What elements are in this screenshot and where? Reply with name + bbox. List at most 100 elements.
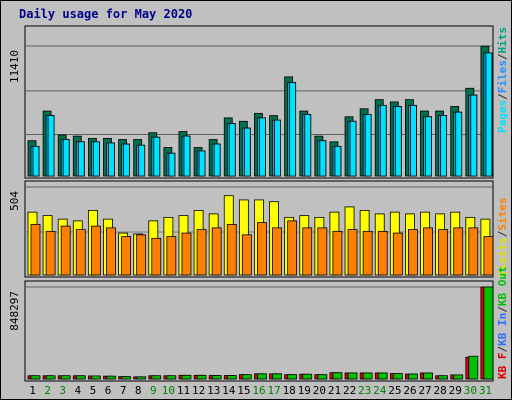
x-tick-label: 17 <box>267 384 280 397</box>
kbout-bar <box>392 373 403 380</box>
kbout-bar <box>241 374 252 380</box>
sites-bar <box>468 227 479 276</box>
x-tick-label: 14 <box>222 384 236 397</box>
pages-bar <box>183 135 191 177</box>
kbout-bar <box>317 374 328 380</box>
sites-bar <box>438 229 449 276</box>
x-tick-label: 24 <box>373 384 387 397</box>
sites-bar <box>272 227 282 276</box>
x-tick-label: 23 <box>358 384 371 397</box>
legend-item: Files <box>496 60 509 93</box>
y-max-label: 11410 <box>8 50 21 83</box>
sites-bar <box>392 232 403 276</box>
x-tick-label: 12 <box>192 384 205 397</box>
x-tick-label: 19 <box>298 384 311 397</box>
x-tick-label: 31 <box>479 384 492 397</box>
x-tick-label: 5 <box>90 384 97 397</box>
pages-bar <box>32 145 40 177</box>
kbout-bar <box>90 375 101 380</box>
sites-bar <box>483 236 494 276</box>
kbout-bar <box>453 374 464 380</box>
kbout-bar <box>136 376 147 380</box>
sites-bar <box>211 227 222 276</box>
pages-bar <box>455 111 463 177</box>
pages-bar <box>198 150 206 177</box>
kbout-bar <box>30 375 41 380</box>
pages-bar <box>470 94 478 177</box>
kbout-bar <box>226 375 237 380</box>
sites-bar <box>347 229 358 276</box>
x-tick-label: 25 <box>388 384 401 397</box>
sites-bar <box>287 220 298 276</box>
pages-bar <box>319 140 327 177</box>
kbout-bar <box>181 374 192 380</box>
pages-bar <box>228 123 236 177</box>
x-tick-label: 2 <box>44 384 51 397</box>
sites-bar <box>196 229 207 276</box>
legend-item: Pages <box>496 100 509 133</box>
pages-bar <box>92 141 100 177</box>
sites-bar <box>151 237 162 276</box>
sites-bar <box>226 223 237 276</box>
kbout-bar <box>106 375 116 380</box>
pages-bar <box>425 116 432 177</box>
sites-bar <box>106 227 116 276</box>
x-tick-label: 29 <box>449 384 462 397</box>
x-tick-label: 13 <box>207 384 220 397</box>
pages-bar <box>364 114 372 177</box>
pages-bar <box>77 141 85 177</box>
x-tick-label: 11 <box>177 384 190 397</box>
pages-bar <box>410 104 417 177</box>
x-tick-label: 1 <box>29 384 36 397</box>
x-tick-label: 10 <box>162 384 175 397</box>
chart-title: Daily usage for May 2020 <box>19 7 193 21</box>
kbout-bar <box>196 374 207 380</box>
legend-mid: Visits/Sites <box>496 198 509 278</box>
pages-bar <box>394 106 402 177</box>
sites-bar <box>332 230 343 276</box>
x-tick-label: 8 <box>135 384 142 397</box>
pages-bar <box>334 145 342 177</box>
x-tick-label: 26 <box>403 384 416 397</box>
pages-bar <box>168 152 176 177</box>
legend-item: / <box>496 93 509 100</box>
sites-bar <box>30 223 41 276</box>
x-tick-label: 4 <box>75 384 82 397</box>
pages-bar <box>304 114 312 177</box>
legend-item: Visits <box>496 237 509 277</box>
pages-bar <box>485 52 493 177</box>
kbout-bar <box>272 373 282 380</box>
sites-bar <box>302 227 313 276</box>
x-tick-label: 7 <box>120 384 127 397</box>
x-tick-label: 20 <box>313 384 326 397</box>
kbout-bar <box>257 373 267 380</box>
kbout-bar <box>211 375 222 380</box>
pages-bar <box>62 139 70 177</box>
kbout-bar <box>151 375 162 380</box>
pages-bar <box>259 117 266 177</box>
x-tick-label: 16 <box>252 384 265 397</box>
pages-bar <box>274 119 281 177</box>
sites-bar <box>317 227 328 276</box>
x-tick-label: 28 <box>434 384 447 397</box>
sites-bar <box>241 234 252 276</box>
kbout-bar <box>438 375 449 380</box>
kbout-bar <box>302 373 313 380</box>
pages-bar <box>47 115 55 177</box>
x-tick-label: 3 <box>59 384 66 397</box>
sites-bar <box>453 227 464 276</box>
x-tick-label: 18 <box>283 384 296 397</box>
kbout-bar <box>468 355 479 380</box>
pages-bar <box>213 143 221 177</box>
kbout-bar <box>423 372 433 380</box>
sites-bar <box>377 230 388 276</box>
legend-item: / <box>496 230 509 237</box>
x-tick-label: 21 <box>328 384 341 397</box>
sites-bar <box>362 230 373 276</box>
legend-item: / <box>496 53 509 60</box>
kbout-bar <box>121 376 131 380</box>
kbout-bar <box>483 286 494 380</box>
legend-item: Hits <box>496 27 509 54</box>
